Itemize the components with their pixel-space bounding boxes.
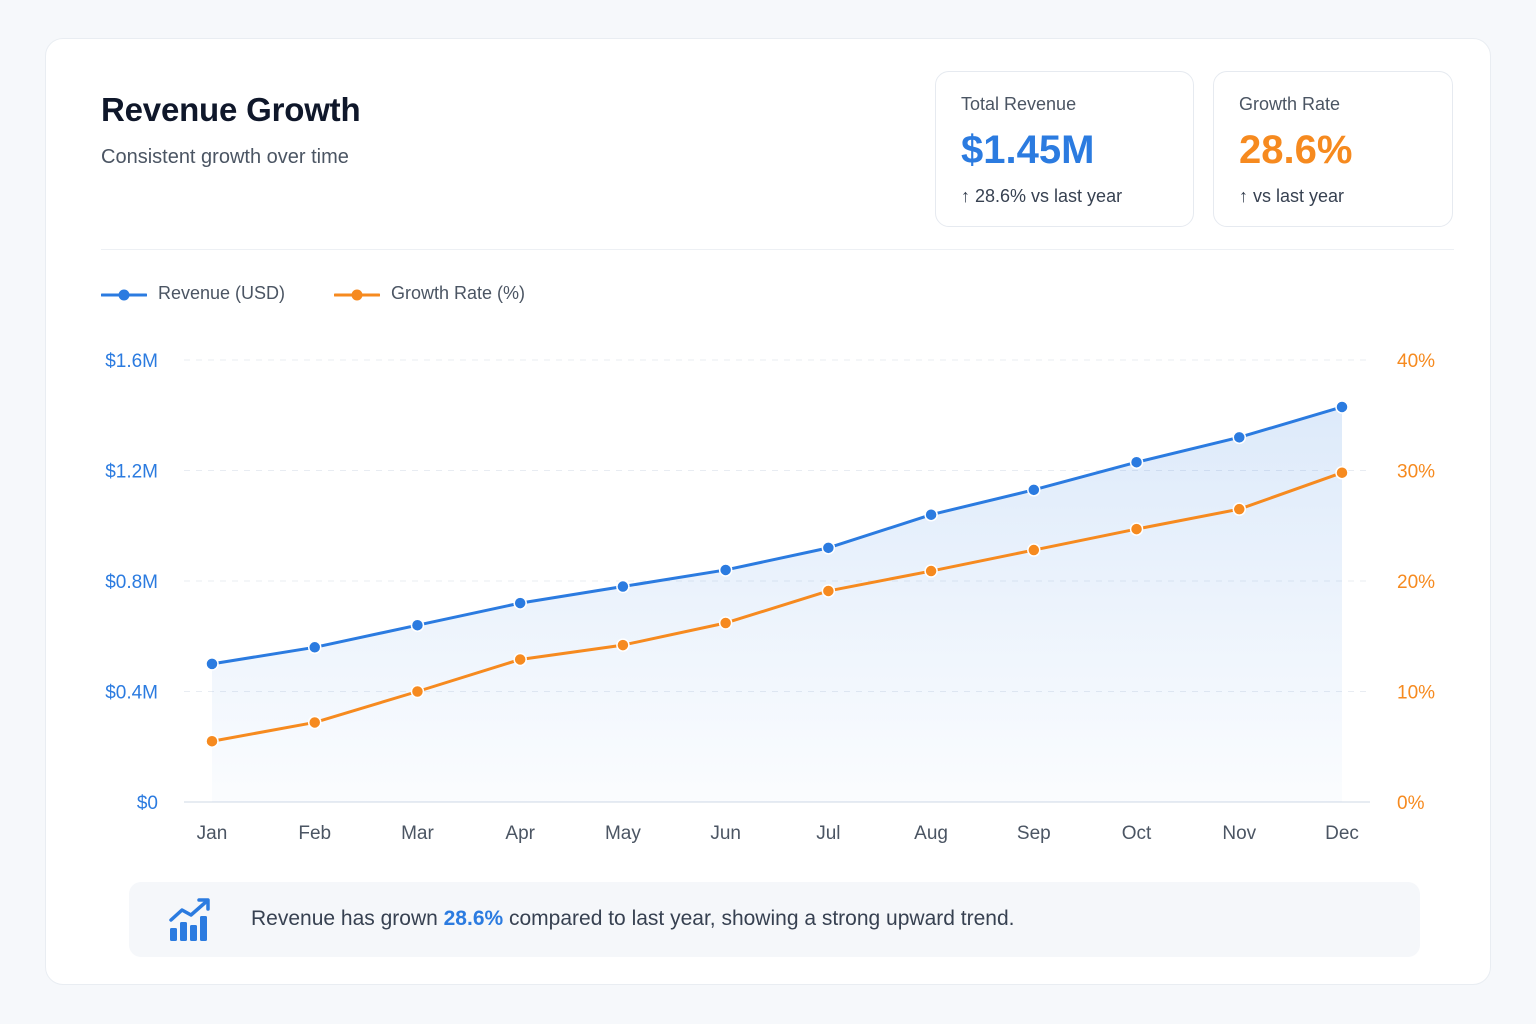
revenue-point xyxy=(616,579,630,594)
x-tick-label: Jan xyxy=(197,823,228,844)
growth-point xyxy=(1232,502,1247,516)
insight-text: Revenue has grown 28.6% compared to last… xyxy=(251,907,1014,931)
insight-highlight: 28.6% xyxy=(443,907,504,930)
revenue-point xyxy=(1027,483,1041,497)
insight-text-after: compared to last year, showing a strong … xyxy=(503,907,1015,930)
x-tick-label: Oct xyxy=(1122,823,1152,844)
y-left-tick-label: $0.8M xyxy=(105,572,158,593)
growth-point xyxy=(924,564,938,578)
revenue-point xyxy=(410,618,425,632)
legend-label-revenue: Revenue (USD) xyxy=(158,283,286,303)
revenue-area xyxy=(212,406,1342,802)
growth-point xyxy=(513,652,527,667)
x-tick-label: Nov xyxy=(1222,823,1256,844)
y-right-tick-label: 10% xyxy=(1397,683,1435,704)
total-revenue-value: $1.45M xyxy=(961,128,1095,172)
y-left-tick-label: $0.4M xyxy=(105,683,158,704)
revenue-point xyxy=(718,563,733,577)
trending-chart-icon xyxy=(169,898,210,941)
revenue-point xyxy=(307,640,322,655)
y-right-tick-label: 0% xyxy=(1397,793,1425,814)
legend-swatch-growth xyxy=(334,289,380,301)
header-divider xyxy=(101,249,1454,250)
growth-point xyxy=(410,684,425,699)
x-tick-label: Jul xyxy=(816,823,840,844)
x-tick-label: Dec xyxy=(1325,823,1359,844)
revenue-point xyxy=(205,657,219,671)
total-revenue-note: ↑ 28.6% vs last year xyxy=(961,186,1123,206)
total-revenue-card: Total Revenue $1.45M ↑ 28.6% vs last yea… xyxy=(935,71,1194,227)
growth-rate-note: ↑ vs last year xyxy=(1239,186,1345,206)
revenue-line xyxy=(210,405,1344,666)
x-tick-label: Aug xyxy=(914,823,948,844)
page-title: Revenue Growth xyxy=(101,91,361,128)
growth-rate-label: Growth Rate xyxy=(1239,94,1341,114)
growth-line xyxy=(210,471,1344,743)
growth-point xyxy=(307,715,322,730)
revenue-growth-chart: $0 $0.4M $0.8M $1.2M $1.6M 0% 10% 20% 30% 40% Jan F… xyxy=(105,351,1435,844)
revenue-point xyxy=(924,507,938,522)
x-tick-label: May xyxy=(605,823,641,844)
revenue-point xyxy=(1129,455,1144,469)
growth-point xyxy=(205,734,219,748)
growth-point xyxy=(718,616,733,630)
x-tick-label: Jun xyxy=(710,823,741,844)
page-subtitle: Consistent growth over time xyxy=(101,146,349,168)
insight-banner: Revenue has grown 28.6% compared to last… xyxy=(129,882,1420,957)
revenue-point xyxy=(513,596,527,610)
revenue-point xyxy=(1232,430,1247,445)
growth-point xyxy=(821,584,836,598)
growth-rate-value: 28.6% xyxy=(1239,128,1353,172)
y-left-tick-label: $0 xyxy=(137,793,158,814)
insight-text-before: Revenue has grown xyxy=(251,907,444,930)
growth-point xyxy=(1129,522,1144,536)
growth-rate-card: Growth Rate 28.6% ↑ vs last year xyxy=(1213,71,1453,227)
growth-point xyxy=(1335,465,1349,480)
growth-point xyxy=(616,638,630,652)
total-revenue-label: Total Revenue xyxy=(961,94,1077,114)
y-left-tick-label: $1.2M xyxy=(105,462,158,483)
revenue-point xyxy=(821,541,836,555)
revenue-growth-card: Revenue Growth Consistent growth over ti… xyxy=(45,38,1491,985)
x-tick-label: Apr xyxy=(505,823,535,844)
x-tick-label: Feb xyxy=(298,823,331,844)
growth-point xyxy=(1027,543,1041,557)
legend-swatch-revenue xyxy=(101,289,147,301)
x-tick-label: Sep xyxy=(1017,823,1051,844)
y-right-tick-label: 20% xyxy=(1397,572,1435,593)
y-left-tick-label: $1.6M xyxy=(105,351,158,372)
revenue-point xyxy=(1335,400,1349,414)
y-right-tick-label: 40% xyxy=(1397,351,1435,372)
x-tick-label: Mar xyxy=(401,823,434,844)
y-right-tick-label: 30% xyxy=(1397,462,1435,483)
legend-label-growth: Growth Rate (%) xyxy=(391,283,526,303)
